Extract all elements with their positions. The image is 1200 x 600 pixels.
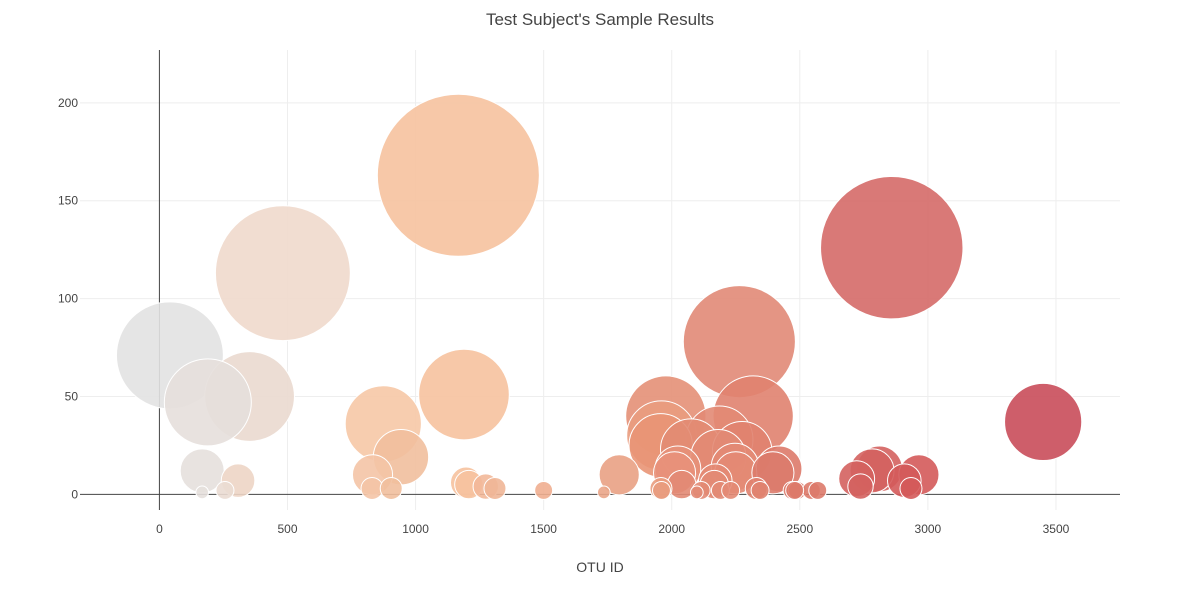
data-bubble[interactable] — [483, 476, 507, 500]
data-bubble[interactable] — [1004, 382, 1083, 462]
data-bubble[interactable] — [750, 480, 770, 500]
data-bubble[interactable] — [808, 480, 828, 500]
data-bubble[interactable] — [721, 480, 741, 500]
y-tick-label: 50 — [65, 389, 79, 403]
x-tick-label: 500 — [277, 522, 297, 536]
data-bubble[interactable] — [820, 175, 964, 320]
data-bubble[interactable] — [652, 480, 671, 500]
data-bubble[interactable] — [534, 480, 554, 500]
data-bubble[interactable] — [596, 485, 611, 500]
y-tick-label: 200 — [58, 96, 78, 110]
data-bubble[interactable] — [847, 473, 874, 500]
data-bubble[interactable] — [785, 480, 805, 500]
data-bubble[interactable] — [379, 476, 403, 500]
data-bubble[interactable] — [598, 454, 640, 496]
data-bubble[interactable] — [163, 358, 252, 447]
x-tick-label: 1500 — [530, 522, 557, 536]
x-tick-label: 3000 — [915, 522, 942, 536]
data-bubble[interactable] — [215, 480, 235, 500]
chart-title: Test Subject's Sample Results — [486, 10, 714, 29]
x-tick-label: 1000 — [402, 522, 429, 536]
data-bubble[interactable] — [376, 93, 540, 257]
data-bubble[interactable] — [689, 485, 704, 500]
data-bubble[interactable] — [418, 348, 510, 441]
data-bubble[interactable] — [195, 485, 210, 500]
x-tick-label: 2500 — [786, 522, 813, 536]
y-tick-label: 150 — [58, 194, 78, 208]
x-tick-label: 3500 — [1043, 522, 1070, 536]
data-bubble[interactable] — [214, 205, 351, 342]
data-bubble[interactable] — [899, 476, 923, 500]
x-tick-label: 0 — [156, 522, 163, 536]
x-axis-label: OTU ID — [576, 559, 623, 575]
bubble-layer — [115, 93, 1083, 500]
y-tick-label: 100 — [58, 292, 78, 306]
y-tick-label: 0 — [71, 487, 78, 501]
data-bubble[interactable] — [360, 476, 384, 500]
x-tick-label: 2000 — [658, 522, 685, 536]
